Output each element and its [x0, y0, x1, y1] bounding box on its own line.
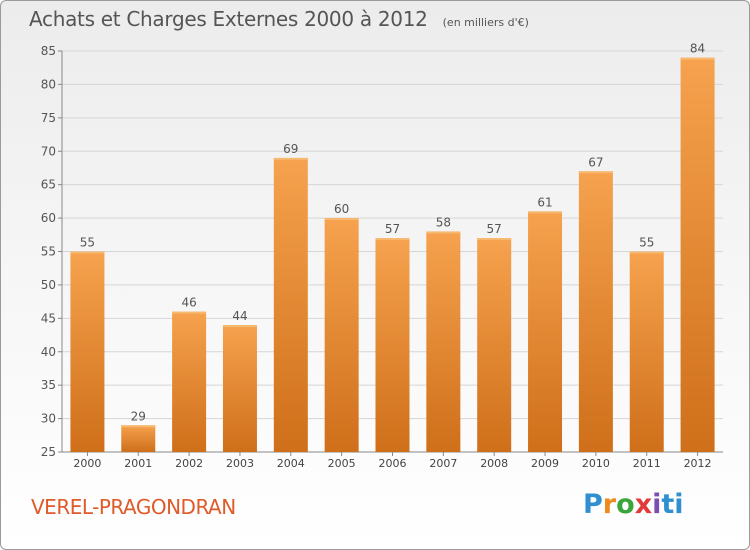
data-label: 84	[690, 42, 705, 56]
bar-top-edge	[70, 251, 105, 254]
x-tick-label: 2010	[582, 457, 610, 470]
data-label: 58	[436, 215, 451, 229]
y-tick-label: 85	[41, 44, 56, 58]
y-tick-label: 45	[41, 311, 56, 325]
data-label: 46	[181, 296, 196, 310]
bar-top-edge	[172, 311, 207, 314]
bar-2007	[426, 231, 461, 452]
logo-letter: x	[634, 489, 653, 520]
y-tick-label: 35	[41, 378, 56, 392]
x-tick-label: 2012	[684, 457, 712, 470]
data-label: 55	[639, 236, 654, 250]
axis-layer: 25 30 35 40 45 50 55 60 65 70 75 80 85 2000 2001 2002 20…	[41, 44, 723, 470]
data-label: 67	[588, 155, 603, 169]
bar-2010	[578, 171, 613, 453]
location-name: VEREL-PRAGONDRAN	[31, 495, 236, 519]
x-tick-label: 2000	[73, 457, 101, 470]
x-tick-label: 2004	[277, 457, 305, 470]
y-tick-label: 60	[41, 211, 56, 225]
logo-letter: o	[616, 489, 635, 520]
bar-2011	[629, 251, 664, 452]
data-label: 69	[283, 142, 298, 156]
bar-top-edge	[324, 218, 359, 221]
bar-top-edge	[528, 211, 563, 214]
bar-2003	[222, 325, 257, 452]
y-tick-label: 80	[41, 77, 56, 91]
data-label: 61	[537, 195, 552, 209]
y-tick-label: 70	[41, 144, 56, 158]
bar-top-edge	[375, 238, 410, 241]
bar-top-edge	[121, 425, 156, 428]
y-tick-label: 50	[41, 278, 56, 292]
bar-2001	[121, 425, 156, 452]
logo-letter: t	[661, 489, 675, 520]
x-tick-label: 2007	[429, 457, 457, 470]
bar-top-edge	[426, 231, 461, 234]
y-tick-label: 25	[41, 445, 56, 459]
bar-top-edge	[578, 171, 613, 174]
data-label: 55	[80, 236, 95, 250]
title-row: Achats et Charges Externes 2000 à 2012 (…	[29, 7, 529, 31]
bar-layer	[70, 57, 715, 453]
x-tick-label: 2006	[379, 457, 407, 470]
data-label: 44	[232, 309, 247, 323]
bar-2008	[477, 238, 512, 452]
bar-top-edge	[477, 238, 512, 241]
data-label: 29	[131, 409, 146, 423]
bar-2002	[172, 311, 207, 452]
bar-2012	[680, 57, 715, 452]
y-tick-label: 40	[41, 345, 56, 359]
bar-top-edge	[629, 251, 664, 254]
bar-2005	[324, 218, 359, 452]
chart-title: Achats et Charges Externes 2000 à 2012	[29, 7, 428, 31]
logo-letter: r	[602, 489, 617, 520]
logo-letter: i	[652, 489, 662, 520]
bar-2004	[273, 157, 308, 452]
x-tick-label: 2005	[328, 457, 356, 470]
y-tick-label: 30	[41, 412, 56, 426]
proxiti-logo[interactable]: Proxiti	[583, 489, 684, 520]
bar-2009	[528, 211, 563, 452]
bar-top-edge	[222, 325, 257, 328]
x-tick-label: 2002	[175, 457, 203, 470]
y-tick-label: 65	[41, 178, 56, 192]
x-tick-label: 2001	[124, 457, 152, 470]
bar-2006	[375, 238, 410, 452]
x-tick-label: 2008	[480, 457, 508, 470]
y-tick-label: 55	[41, 245, 56, 259]
x-tick-label: 2003	[226, 457, 254, 470]
data-label: 57	[487, 222, 502, 236]
chart-unit: (en milliers d'€)	[442, 16, 529, 29]
logo-letter: i	[674, 489, 684, 520]
label-layer: 55 29 46 44 69 60 57 58 57 61 67 55 84	[80, 42, 705, 424]
data-label: 60	[334, 202, 349, 216]
x-tick-label: 2011	[633, 457, 661, 470]
logo-letter: P	[583, 489, 603, 520]
y-tick-label: 75	[41, 111, 56, 125]
bar-2000	[70, 251, 105, 452]
data-label: 57	[385, 222, 400, 236]
bar-top-edge	[680, 57, 715, 60]
x-tick-label: 2009	[531, 457, 559, 470]
bar-top-edge	[273, 157, 308, 160]
